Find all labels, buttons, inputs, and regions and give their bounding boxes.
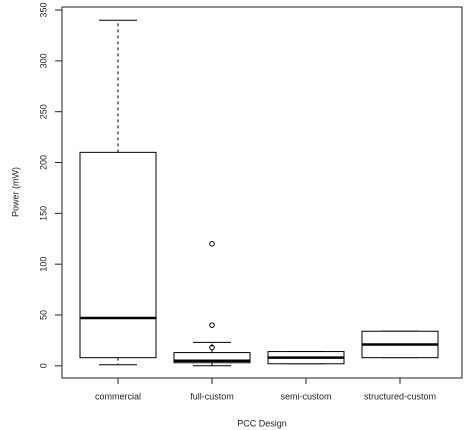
y-tick-label: 200 bbox=[38, 155, 48, 170]
y-tick-label: 250 bbox=[38, 104, 48, 119]
outlier bbox=[209, 241, 215, 247]
x-tick-label: commercial bbox=[95, 391, 141, 401]
x-tick-label: semi-custom bbox=[280, 391, 331, 401]
outlier bbox=[209, 322, 215, 328]
y-tick-label: 350 bbox=[38, 3, 48, 18]
y-tick-label: 100 bbox=[38, 257, 48, 272]
y-tick-label: 0 bbox=[38, 363, 48, 368]
plot-frame bbox=[61, 6, 463, 379]
x-axis-label: PCC Design bbox=[237, 418, 287, 428]
x-tick-label: structured-custom bbox=[364, 391, 436, 401]
y-tick-label: 150 bbox=[38, 206, 48, 221]
box bbox=[173, 352, 251, 364]
y-tick-label: 300 bbox=[38, 53, 48, 68]
x-tick-label: full-custom bbox=[190, 391, 234, 401]
outlier bbox=[209, 344, 215, 351]
box bbox=[79, 151, 157, 359]
y-tick-label: 50 bbox=[38, 310, 48, 320]
y-axis-label: Power (mW) bbox=[10, 167, 20, 217]
